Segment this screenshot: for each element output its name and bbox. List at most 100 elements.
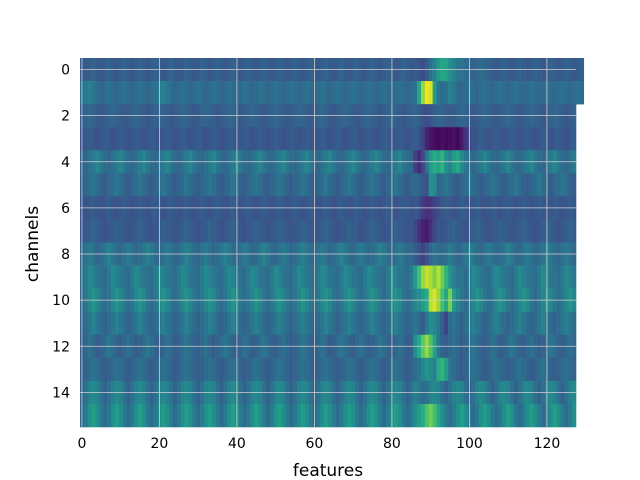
heatmap-cell (498, 219, 503, 243)
heatmap-cell (343, 127, 348, 151)
heatmap-cell (266, 311, 271, 336)
heatmap-cell (564, 265, 569, 289)
heatmap-cell (459, 81, 464, 105)
heatmap-cell (238, 311, 244, 336)
heatmap-cell (250, 311, 255, 336)
heatmap-cell (91, 219, 96, 243)
heatmap-cell (428, 357, 433, 382)
heatmap-cell (409, 127, 414, 151)
heatmap-cell (529, 357, 534, 382)
heatmap-cell (99, 311, 104, 336)
heatmap-cell (138, 357, 143, 382)
heatmap-cell (273, 357, 278, 382)
heatmap-cell (107, 219, 112, 243)
heatmap-cell (355, 265, 360, 289)
heatmap-cell (475, 403, 480, 428)
heatmap-cell (207, 357, 213, 382)
heatmap-cell (328, 357, 333, 382)
heatmap-cell (560, 265, 565, 289)
heatmap-cell (459, 219, 464, 243)
heatmap-cell (560, 219, 565, 243)
heatmap-cell (320, 173, 325, 197)
heatmap-cell (122, 357, 127, 382)
heatmap-cell (490, 265, 495, 289)
heatmap-cell (560, 127, 565, 151)
heatmap-cell (347, 403, 352, 428)
heatmap-cell (231, 173, 236, 197)
heatmap-cell (502, 311, 507, 336)
heatmap-cell (343, 403, 348, 428)
heatmap-cell (254, 265, 259, 289)
heatmap-cell (242, 219, 247, 243)
heatmap-cell (351, 219, 356, 243)
heatmap-cell (258, 265, 263, 289)
heatmap-cell (324, 127, 329, 151)
heatmap-cell (145, 219, 151, 243)
heatmap-cell (533, 81, 538, 105)
heatmap-cell (444, 357, 449, 382)
heatmap-cell (494, 173, 499, 197)
heatmap-cell (335, 265, 340, 289)
heatmap-cell (514, 311, 519, 336)
heatmap-cell (440, 357, 445, 382)
heatmap-cell (238, 265, 244, 289)
heatmap-cell (568, 219, 573, 243)
heatmap-cell (366, 127, 371, 151)
heatmap-cell (424, 311, 430, 336)
heatmap-cell (537, 81, 542, 105)
heatmap-cell (506, 173, 511, 197)
heatmap-cell (304, 173, 309, 197)
heatmap-cell (204, 357, 209, 382)
heatmap-cell (184, 173, 189, 197)
heatmap-cell (153, 265, 158, 289)
heatmap-cell (103, 127, 108, 151)
heatmap-cell (556, 219, 561, 243)
heatmap-cell (432, 311, 437, 336)
heatmap-cell (362, 173, 368, 197)
heatmap-cell (246, 311, 251, 336)
heatmap-cell (510, 311, 515, 336)
heatmap-cell (440, 219, 445, 243)
grid-lines (80, 58, 576, 427)
heatmap-cell (207, 265, 213, 289)
heatmap-cell (576, 58, 581, 82)
heatmap-cell (180, 219, 185, 243)
heatmap-cell (304, 127, 309, 151)
heatmap-cell (215, 403, 220, 428)
heatmap-cell (219, 219, 224, 243)
heatmap-cell (393, 127, 399, 151)
heatmap-cell (304, 403, 309, 428)
heatmap-cell (405, 403, 410, 428)
heatmap-cell (331, 81, 337, 105)
heatmap-cell (300, 265, 306, 289)
heatmap-cell (552, 173, 557, 197)
heatmap-cell (122, 127, 127, 151)
heatmap-cell (83, 311, 89, 336)
heatmap-cell (316, 357, 321, 382)
heatmap-cell (355, 219, 360, 243)
heatmap-cell (378, 219, 383, 243)
heatmap-cell (262, 265, 267, 289)
heatmap-cell (359, 311, 364, 336)
heatmap-cell (479, 311, 484, 336)
heatmap-cell (188, 81, 193, 105)
heatmap-cell (560, 403, 565, 428)
heatmap-cell (130, 81, 135, 105)
heatmap-cell (204, 403, 209, 428)
heatmap-cell (521, 357, 526, 382)
heatmap-cell (103, 173, 108, 197)
heatmap-cell (366, 311, 371, 336)
heatmap-cell (227, 265, 232, 289)
heatmap-cell (479, 127, 484, 151)
heatmap-cell (378, 311, 383, 336)
heatmap-cell (351, 403, 356, 428)
heatmap-cell (204, 173, 209, 197)
heatmap-cell (169, 403, 174, 428)
heatmap-cell (351, 311, 356, 336)
heatmap-cell (269, 403, 275, 428)
heatmap-cell (142, 265, 147, 289)
heatmap-cell (134, 265, 139, 289)
heatmap-cell (238, 81, 244, 105)
heatmap-cell (455, 311, 461, 336)
heatmap-cell (552, 265, 557, 289)
